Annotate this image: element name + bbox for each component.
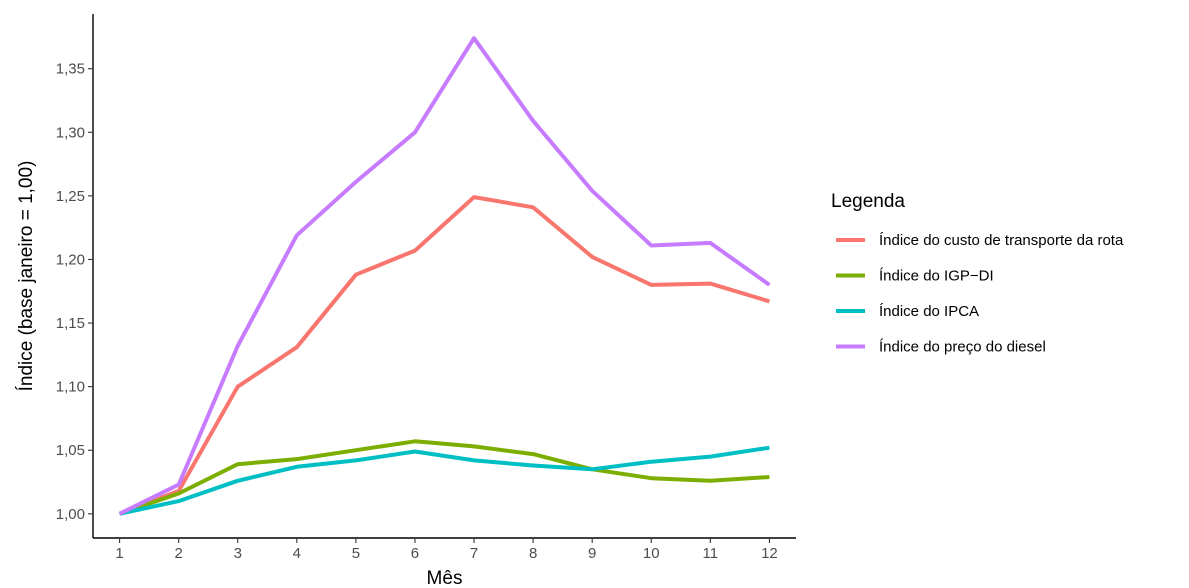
x-tick-label: 10	[643, 545, 660, 562]
x-tick-label: 11	[703, 545, 719, 562]
y-tick-label: 1,25	[56, 188, 85, 205]
ticks-layer: 1,001,051,101,151,201,251,301,351 2 3 4 5 6 7 8…	[56, 61, 778, 562]
series-line-4	[118, 36, 771, 516]
x-tick-label: 4	[293, 545, 301, 562]
x-tick-label: 8	[529, 545, 537, 562]
y-tick-label: 1,35	[56, 61, 85, 78]
x-tick-label: 12	[761, 545, 778, 562]
series-line-2	[118, 439, 770, 516]
legend-label-4: Índice do preço do diesel	[879, 339, 1046, 356]
y-tick-label: 1,15	[56, 315, 85, 332]
x-tick-label: 5	[352, 545, 360, 562]
x-tick-label: 3	[234, 545, 242, 562]
series-line-1	[118, 195, 770, 516]
x-tick-label: 7	[470, 545, 478, 562]
series-line-3	[119, 445, 770, 516]
x-tick-label: 9	[588, 545, 596, 562]
legend-items: Índice do custo de transporte da rota Índ…	[836, 232, 1124, 356]
legend-label-1: Índice do custo de transporte da rota	[879, 232, 1124, 249]
y-axis-title: Índice (base janeiro = 1,00)	[16, 161, 37, 392]
y-tick-label: 1,10	[56, 379, 85, 396]
x-tick-label: 6	[411, 545, 419, 562]
legend-label-3: Índice do IPCA	[879, 303, 979, 320]
series-layer	[118, 36, 771, 516]
y-tick-label: 1,20	[56, 251, 85, 268]
x-tick-label: 2	[174, 545, 182, 562]
y-tick-label: 1,00	[56, 506, 85, 523]
legend-title: Legenda	[831, 191, 905, 212]
y-tick-label: 1,30	[56, 124, 85, 141]
x-tick-label: 1	[115, 545, 123, 562]
legend-label-2: Índice do IGP−DI	[879, 268, 994, 285]
x-axis-title: Mês	[427, 568, 463, 588]
y-tick-label: 1,05	[56, 442, 85, 459]
legend: Legenda Índice do custo de transporte da…	[831, 191, 1124, 356]
